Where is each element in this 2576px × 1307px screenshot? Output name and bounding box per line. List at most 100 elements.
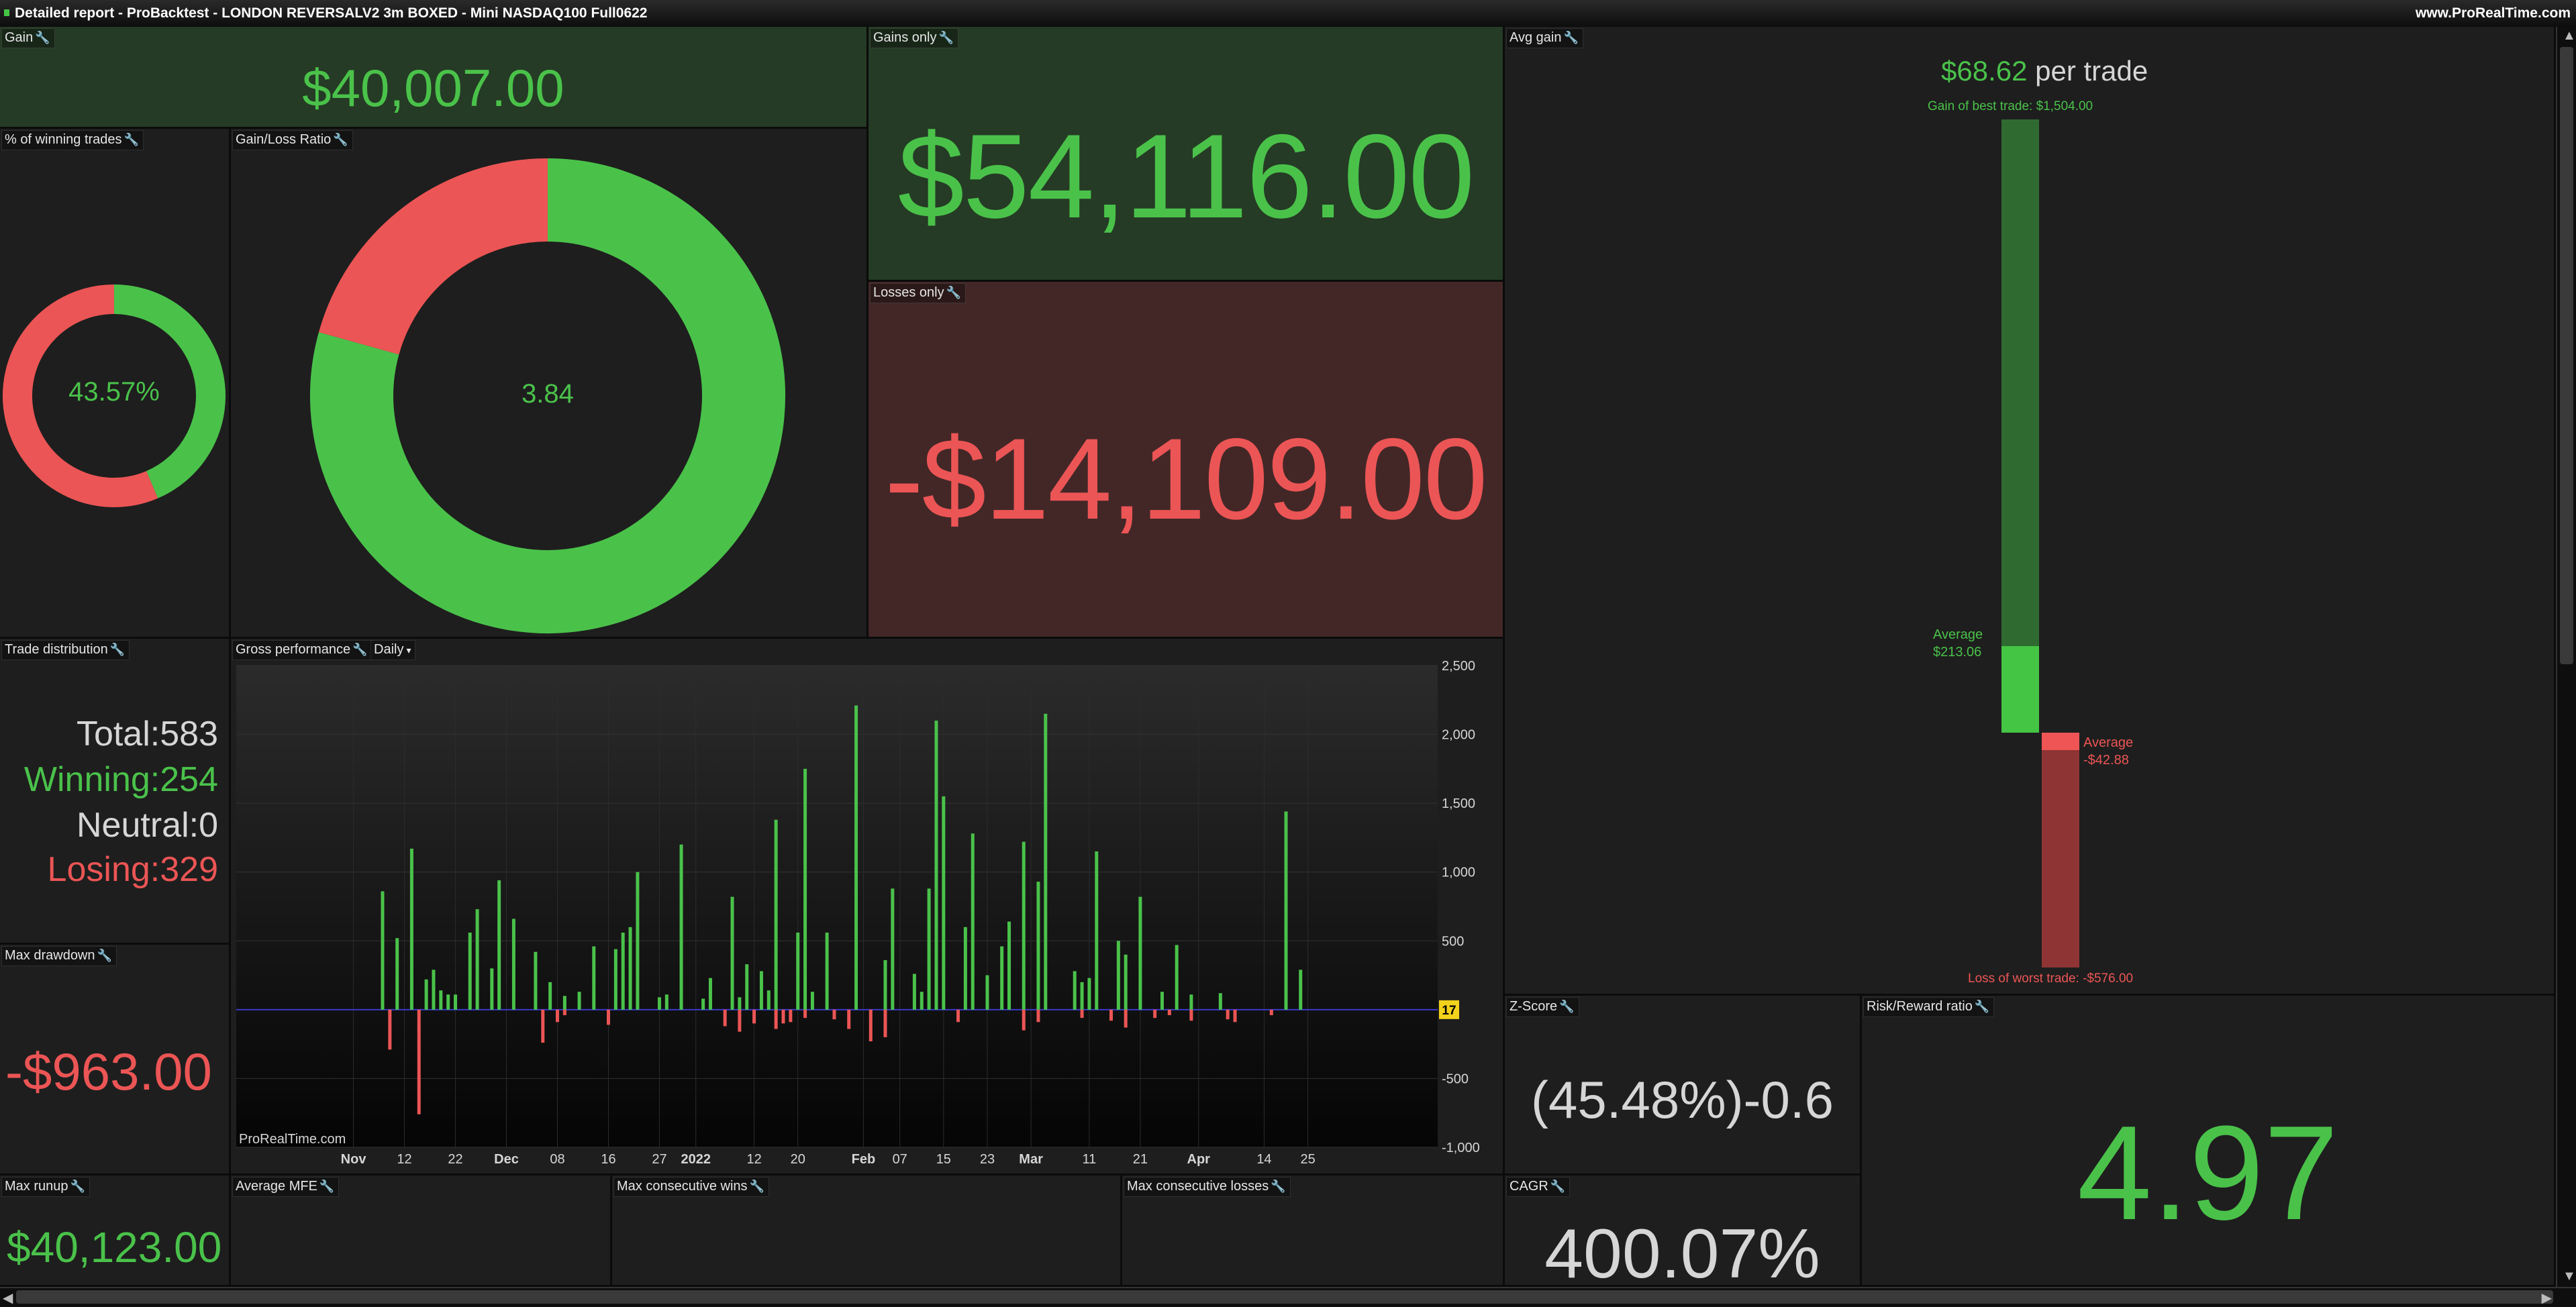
cagr-label[interactable]: CAGR 🔧 [1506, 1177, 1571, 1197]
current-value-badge-text: 17 [1442, 1004, 1456, 1018]
gain-bar [942, 796, 946, 1010]
max-runup-label[interactable]: Max runup 🔧 [1, 1177, 90, 1197]
losing-slice [3, 284, 158, 507]
loss-bar [956, 1009, 960, 1023]
wrench-icon: 🔧 [123, 133, 139, 146]
wrench-icon: 🔧 [70, 1180, 85, 1193]
loss-bar [417, 1009, 421, 1114]
risk-reward-panel: Risk/Reward ratio 🔧 4.97 [1862, 996, 2556, 1287]
gain-bar [1299, 970, 1303, 1010]
gain-bar [548, 982, 552, 1010]
period-select[interactable]: Daily ▾ [370, 640, 416, 660]
loss-bar [847, 1009, 851, 1029]
gross-performance-label[interactable]: Gross performance 🔧 [232, 640, 373, 660]
gain-bar [395, 938, 399, 1010]
loss-bar [752, 1009, 756, 1024]
gain-bar [1073, 971, 1077, 1010]
gain-bar [679, 844, 683, 1010]
x-tick-label: Nov [341, 1152, 367, 1167]
average-mfe-label[interactable]: Average MFE 🔧 [232, 1177, 340, 1197]
wrench-icon: 🔧 [1271, 1180, 1286, 1193]
gain-bar [912, 974, 916, 1010]
gain-bar [562, 996, 566, 1010]
gain-bar [439, 990, 443, 1010]
avg-gain-panel: Avg gain 🔧 $68.62 per trade Gain of best … [1505, 27, 2556, 996]
x-tick-label: 25 [1300, 1152, 1315, 1167]
neutral-trades: Neutral:0 [77, 806, 218, 845]
wrench-icon: 🔧 [35, 31, 50, 44]
horizontal-scrollbar[interactable]: ◀ ▶ [0, 1287, 2576, 1307]
gain-label[interactable]: Gain 🔧 [1, 28, 55, 48]
loss-bar [388, 1009, 392, 1050]
z-score-label[interactable]: Z-Score 🔧 [1506, 997, 1579, 1017]
wrench-icon: 🔧 [1974, 1000, 1990, 1013]
wrench-icon: 🔧 [1550, 1180, 1566, 1193]
max-consecutive-wins-label[interactable]: Max consecutive wins 🔧 [613, 1177, 769, 1197]
loss-bar [1080, 1009, 1084, 1018]
gross-performance-panel: Gross performance 🔧 Daily ▾ 2,500 2,000 1,50… [231, 639, 1505, 1175]
gain-bar [1124, 954, 1128, 1010]
losses-only-label[interactable]: Losses only 🔧 [870, 283, 967, 303]
gain-bar [963, 927, 967, 1010]
vertical-scroll-thumb[interactable] [2560, 47, 2573, 664]
gain-bar [759, 971, 763, 1010]
total-trades: Total:583 [76, 715, 218, 753]
y-tick-label: 500 [1442, 934, 1464, 949]
loss-bar [883, 1009, 887, 1037]
gain-bar [1160, 992, 1164, 1010]
trade-distribution-label[interactable]: Trade distribution 🔧 [1, 640, 130, 660]
cagr-value: 400.07% [1544, 1215, 1820, 1287]
x-tick-label: 11 [1083, 1152, 1097, 1167]
gains-only-label[interactable]: Gains only 🔧 [870, 28, 958, 48]
gain-bar [1022, 841, 1026, 1010]
average-loss-annotation: Average -$42.88 [2083, 734, 2133, 769]
site-url[interactable]: www.ProRealTime.com [2415, 5, 2571, 21]
loss-bar [1036, 1009, 1040, 1023]
best-trade-label: Gain of best trade: $1,504.00 [1928, 99, 2093, 113]
max-drawdown-panel: Max drawdown 🔧 -$963.00 [0, 945, 231, 1175]
avg-per-trade: $68.62 per trade [1941, 55, 2148, 87]
wrench-icon: 🔧 [109, 643, 126, 656]
z-score-panel: Z-Score 🔧 (45.48%)-0.6 [1505, 996, 1862, 1175]
max-runup-panel: Max runup 🔧 $40,123.00 [0, 1175, 231, 1287]
max-consecutive-losses-panel: Max consecutive losses 🔧 [1122, 1175, 1505, 1287]
x-tick-label: 08 [550, 1152, 564, 1167]
winning-trades: Winning:254 [23, 760, 218, 799]
winning-trades-value: 43.57% [68, 377, 160, 407]
y-tick-label: 2,000 [1442, 728, 1475, 743]
avg-gain-label[interactable]: Avg gain 🔧 [1506, 28, 1583, 48]
risk-reward-label[interactable]: Risk/Reward ratio 🔧 [1863, 997, 1995, 1017]
wrench-icon: 🔧 [1563, 31, 1579, 44]
gross-performance-chart: 2,500 2,000 1,500 1,000 500 -500 -1,000 Nov 12 2… [236, 659, 1480, 1167]
current-value-badge [1439, 1000, 1459, 1019]
gain-bar [664, 994, 668, 1010]
gains-only-value: $54,116.00 [897, 109, 1475, 243]
loss-bar [1124, 1009, 1128, 1028]
wrench-icon: 🔧 [946, 286, 962, 299]
max-consecutive-losses-label[interactable]: Max consecutive losses 🔧 [1124, 1177, 1291, 1197]
losses-only-panel: Losses only 🔧 -$14,109.00 [869, 282, 1505, 639]
y-tick-label: 2,500 [1442, 659, 1475, 674]
gain-loss-ratio-label[interactable]: Gain/Loss Ratio 🔧 [232, 130, 353, 150]
gain-bar [730, 896, 734, 1010]
gain-bar [854, 705, 858, 1010]
gain-bar [1138, 896, 1142, 1010]
gain-bar [381, 891, 385, 1010]
x-tick-label: 23 [980, 1152, 995, 1167]
gain-loss-donut: 3.84 [310, 158, 785, 633]
vertical-scrollbar[interactable]: ▲ ▼ [2556, 27, 2576, 1287]
gain-bar [825, 932, 829, 1010]
wrench-icon: 🔧 [749, 1180, 764, 1193]
loss-bar [541, 1009, 545, 1043]
wrench-icon: 🔧 [319, 1180, 335, 1193]
max-drawdown-label[interactable]: Max drawdown 🔧 [1, 946, 117, 966]
winning-trades-label[interactable]: % of winning trades 🔧 [1, 130, 144, 150]
max-runup-value: $40,123.00 [7, 1223, 222, 1271]
gain-bar [409, 848, 413, 1010]
scroll-down-icon: ▼ [2563, 1269, 2576, 1284]
loss-bar [1153, 1009, 1157, 1018]
horizontal-scroll-thumb[interactable] [16, 1290, 2553, 1304]
gain-bar [708, 978, 712, 1010]
average-gain-value: $213.06 [1933, 644, 1982, 660]
winning-trades-donut: 43.57% [3, 284, 226, 507]
